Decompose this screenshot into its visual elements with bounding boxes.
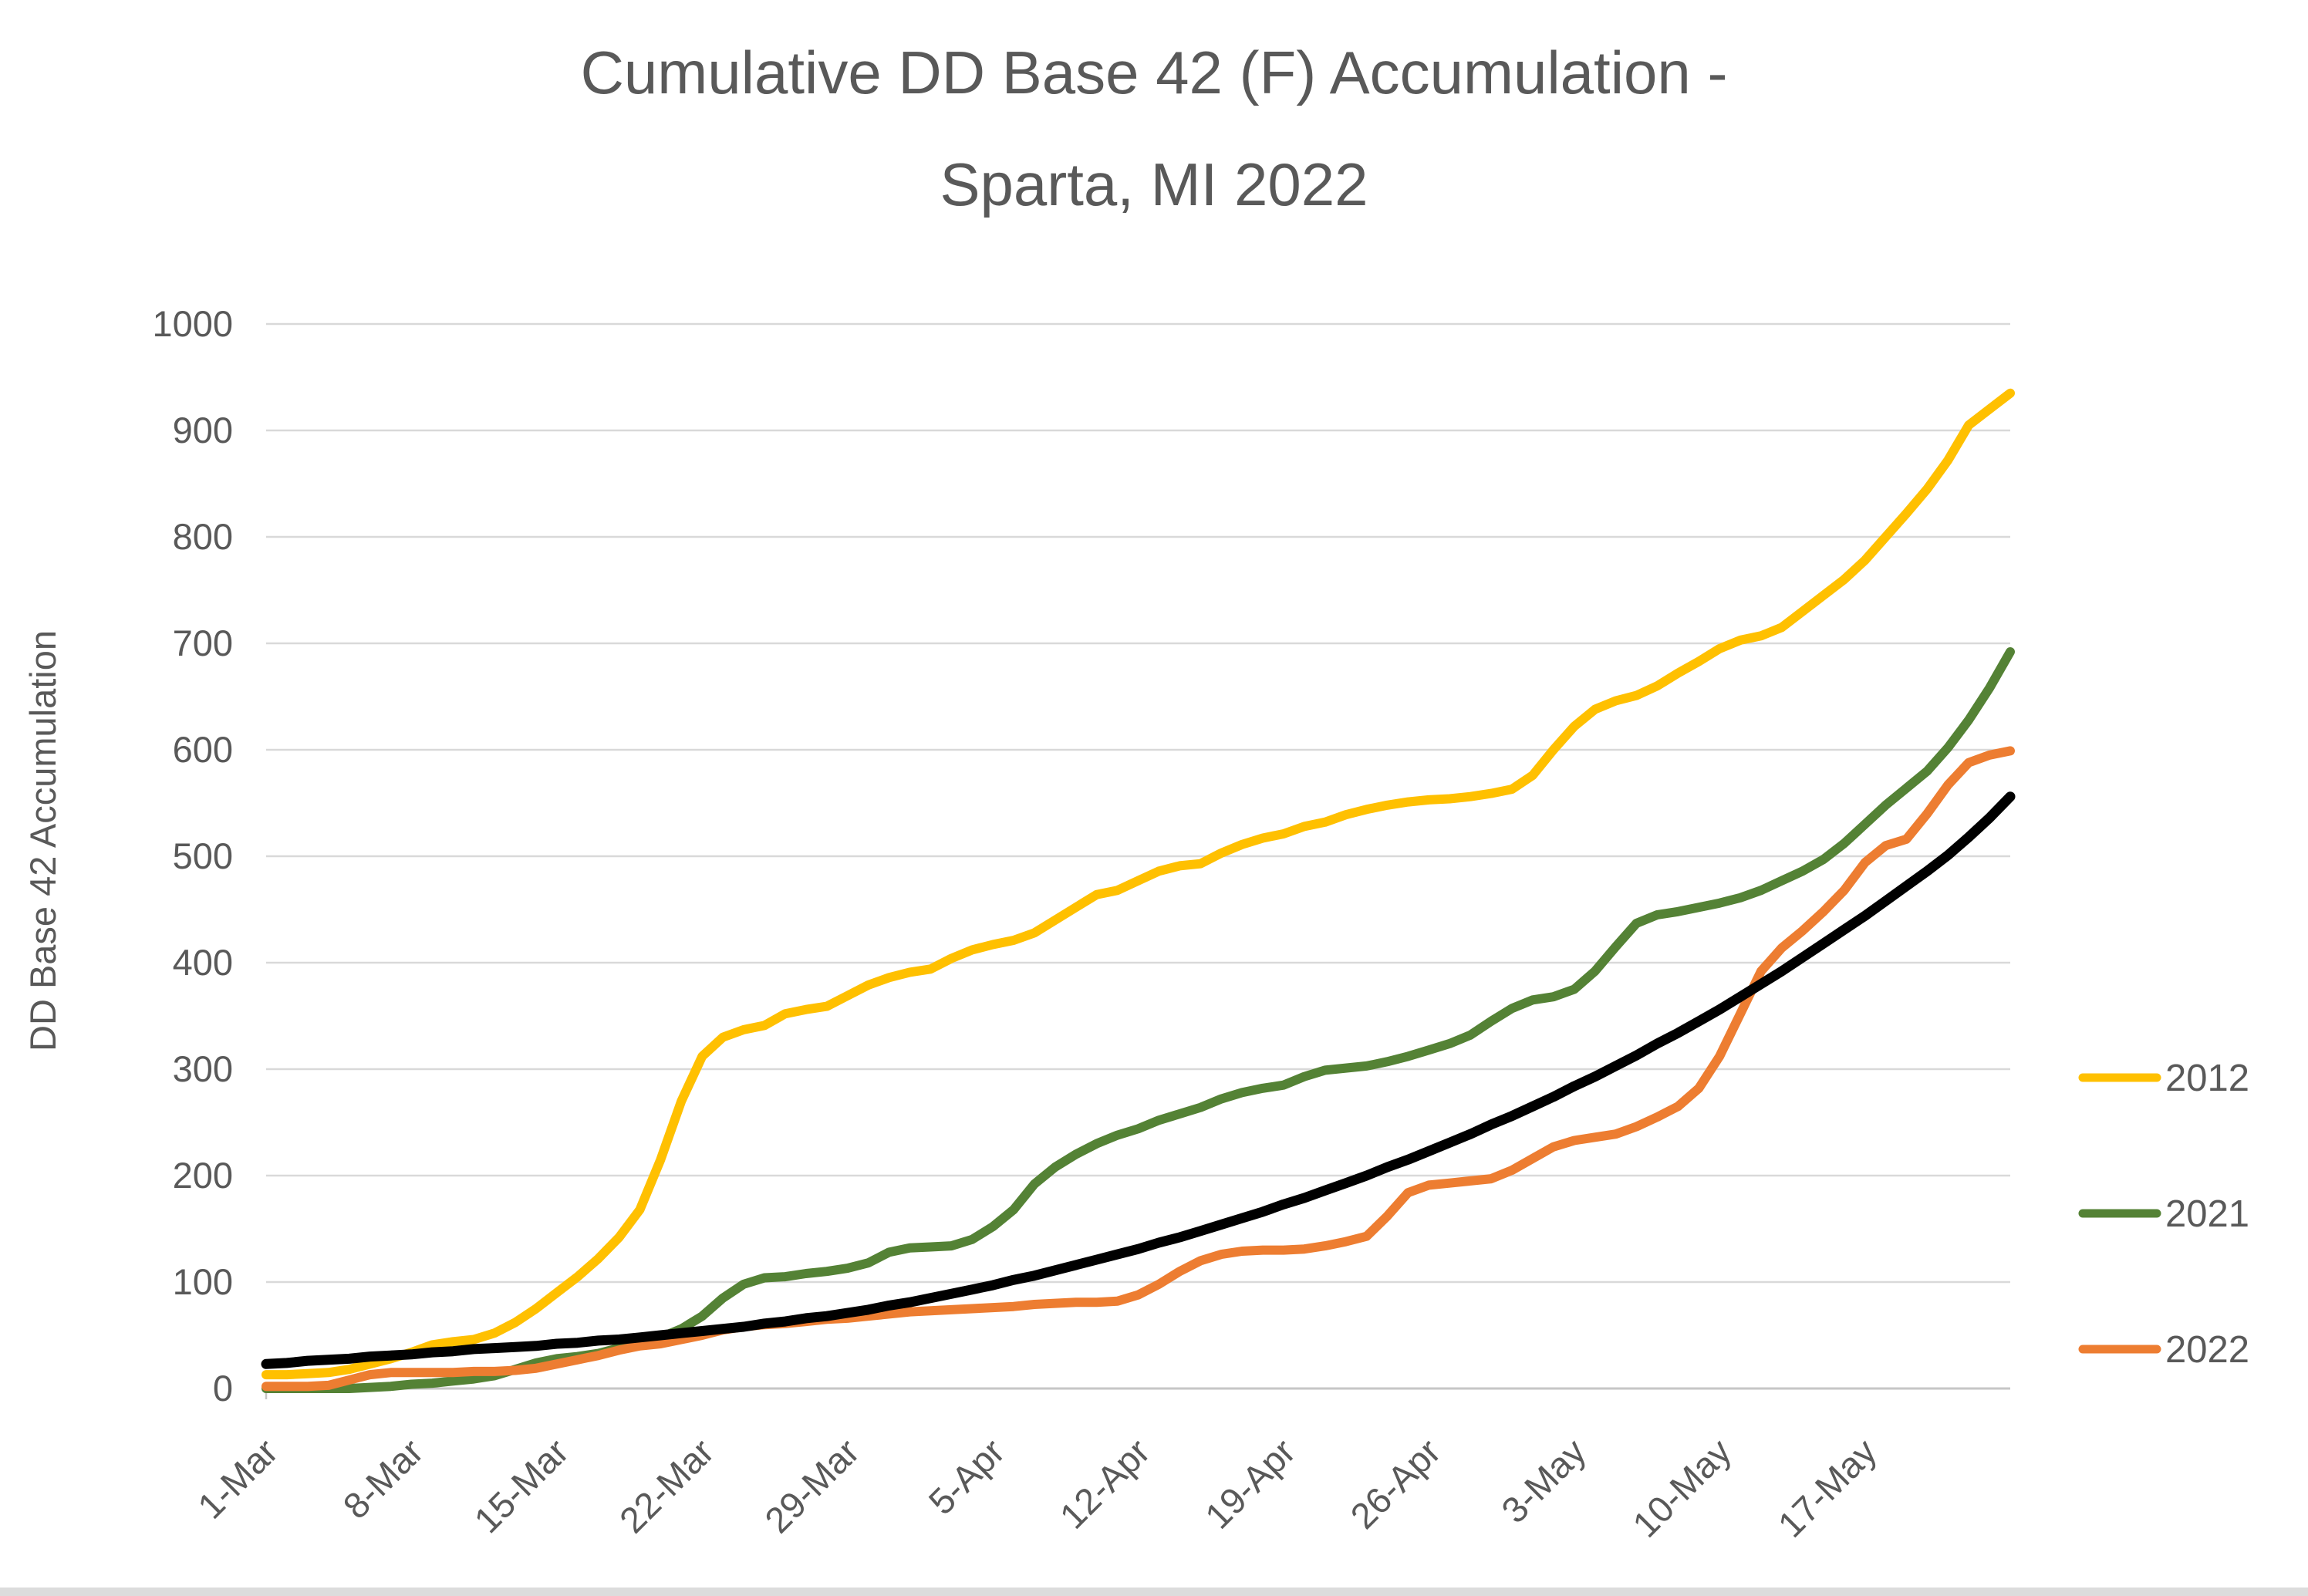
x-tick-label-19-Apr: 19-Apr — [1197, 1431, 1303, 1537]
y-tick-label-900: 900 — [173, 410, 233, 450]
series-line-2022 — [262, 746, 2015, 1392]
chart-title-line2: Sparta, MI 2022 — [940, 150, 1368, 218]
x-tick-label-17-May: 17-May — [1770, 1430, 1885, 1545]
series-lines — [261, 388, 2016, 1393]
series-line-2012 — [262, 388, 2015, 1380]
legend: 2012 2021 2022 — [2078, 1058, 2249, 1371]
series-line-black-unlabeled — [261, 791, 2016, 1369]
y-tick-label-800: 800 — [173, 516, 233, 557]
x-axis-tick-labels: 1-Mar 8-Mar 15-Mar 22-Mar 29-Mar 5-Apr 12-Apr 1… — [190, 1430, 1885, 1545]
x-tick-label-26-Apr: 26-Apr — [1342, 1431, 1448, 1537]
y-tick-label-500: 500 — [173, 835, 233, 876]
y-tick-label-0: 0 — [213, 1368, 233, 1409]
series-line-2021 — [262, 647, 2015, 1393]
x-tick-label-22-Mar: 22-Mar — [612, 1431, 722, 1541]
x-tick-label-29-Mar: 29-Mar — [757, 1431, 867, 1541]
x-tick-label-15-Mar: 15-Mar — [466, 1431, 576, 1541]
x-tick-label-5-Apr: 5-Apr — [920, 1431, 1012, 1523]
y-tick-label-700: 700 — [173, 623, 233, 663]
legend-label-2022: 2022 — [2165, 1329, 2249, 1371]
y-tick-label-100: 100 — [173, 1261, 233, 1302]
x-tick-label-12-Apr: 12-Apr — [1051, 1431, 1157, 1537]
x-tick-label-10-May: 10-May — [1625, 1430, 1739, 1545]
x-tick-label-8-Mar: 8-Mar — [335, 1431, 430, 1527]
gridlines — [265, 322, 2010, 1399]
window-edge — [0, 1588, 2308, 1596]
x-tick-label-1-Mar: 1-Mar — [190, 1431, 285, 1527]
legend-label-2021: 2021 — [2165, 1193, 2249, 1235]
y-axis-tick-labels: 0 100 200 300 400 500 600 700 800 900 1000 — [152, 303, 233, 1409]
y-tick-label-200: 200 — [173, 1155, 233, 1196]
y-tick-label-300: 300 — [173, 1048, 233, 1089]
x-tick-label-3-May: 3-May — [1493, 1430, 1594, 1530]
chart-title: Cumulative DD Base 42 (F) Accumulation -… — [0, 17, 2308, 241]
y-axis-title: DD Base 42 Accumulation — [22, 630, 63, 1051]
y-tick-label-1000: 1000 — [152, 303, 233, 344]
y-tick-label-600: 600 — [173, 729, 233, 770]
y-tick-label-400: 400 — [173, 942, 233, 983]
chart-title-line1: Cumulative DD Base 42 (F) Accumulation - — [580, 39, 1728, 106]
legend-label-2012: 2012 — [2165, 1058, 2249, 1099]
